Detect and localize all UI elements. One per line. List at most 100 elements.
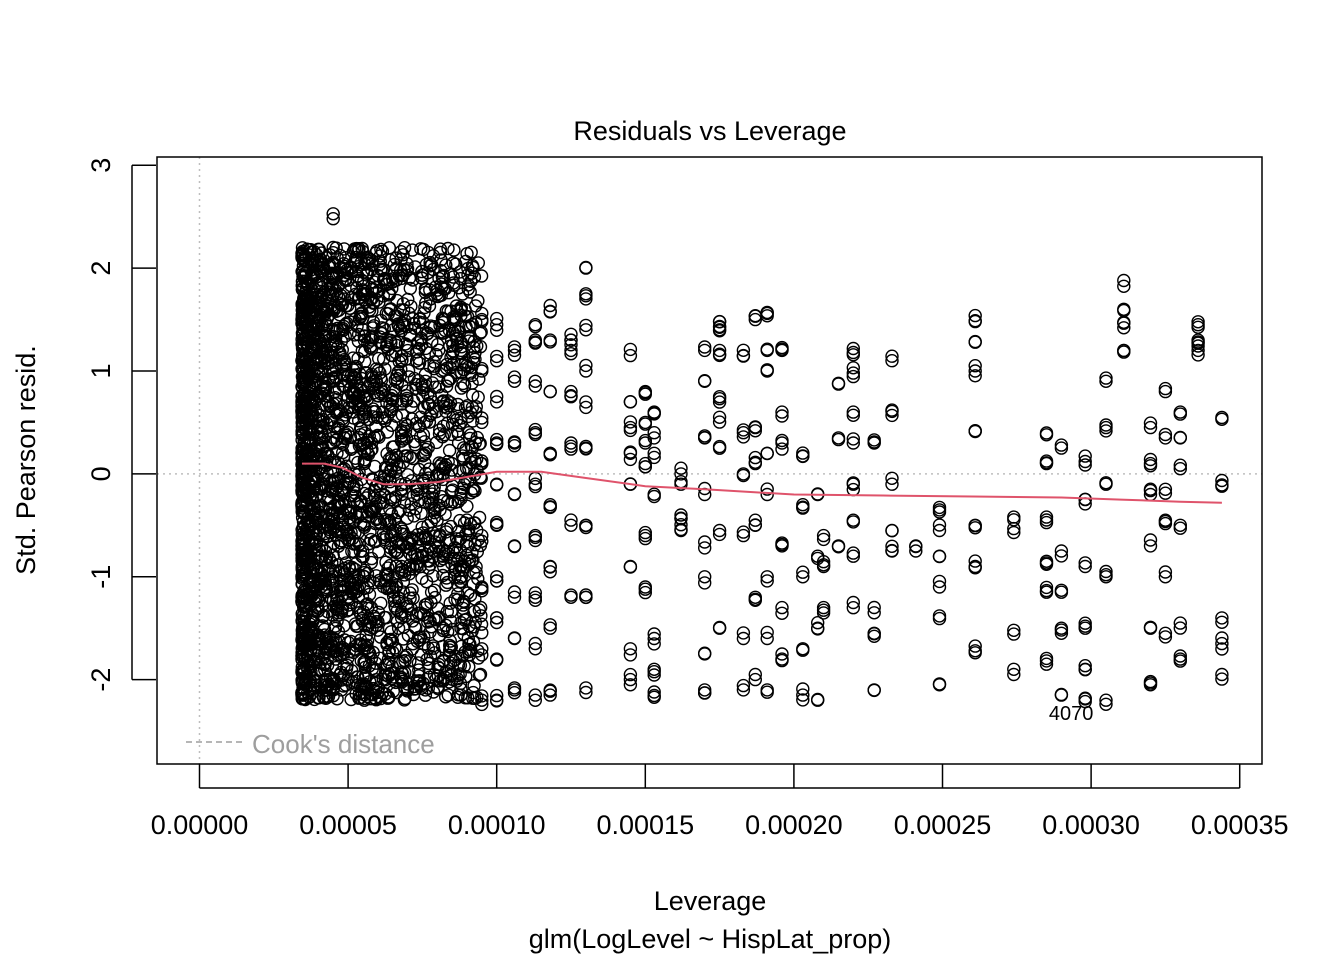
data-point xyxy=(326,207,340,221)
data-point xyxy=(816,558,831,572)
data-point xyxy=(1078,616,1092,630)
data-point xyxy=(760,625,774,640)
data-point xyxy=(313,307,327,322)
data-point xyxy=(326,636,340,650)
data-point xyxy=(775,442,789,456)
data-point xyxy=(1117,279,1131,293)
data-point xyxy=(421,681,435,695)
data-point xyxy=(464,274,478,288)
data-point xyxy=(401,364,416,378)
data-point xyxy=(295,312,309,327)
data-point xyxy=(357,565,372,580)
data-point xyxy=(420,327,434,341)
data-point xyxy=(579,323,593,337)
data-point xyxy=(347,586,361,600)
data-point xyxy=(454,569,469,584)
data-point xyxy=(357,455,372,469)
data-point xyxy=(543,565,557,579)
data-point xyxy=(811,622,825,636)
data-point xyxy=(393,321,407,335)
data-point xyxy=(475,642,489,656)
data-point xyxy=(490,389,504,404)
data-point xyxy=(297,286,312,301)
data-point xyxy=(367,381,381,396)
data-point xyxy=(380,573,394,587)
data-point xyxy=(415,472,429,486)
data-point xyxy=(394,429,409,443)
data-point xyxy=(475,528,489,543)
data-point xyxy=(299,374,313,388)
data-point xyxy=(321,357,335,371)
data-point xyxy=(775,409,789,423)
data-point xyxy=(388,543,403,558)
data-point xyxy=(303,324,317,338)
data-point xyxy=(365,262,379,277)
data-point xyxy=(426,639,440,653)
data-point xyxy=(475,581,489,595)
data-point xyxy=(352,414,366,428)
data-point xyxy=(579,260,593,275)
data-point xyxy=(932,574,947,589)
data-point xyxy=(379,340,394,354)
data-point xyxy=(712,395,727,409)
data-point xyxy=(312,542,327,557)
data-point xyxy=(579,685,593,700)
data-point xyxy=(433,470,447,484)
data-point xyxy=(1099,564,1113,579)
data-point xyxy=(433,423,447,437)
data-point xyxy=(543,621,557,635)
data-point xyxy=(748,672,762,687)
data-point xyxy=(748,424,762,438)
data-point xyxy=(295,565,310,579)
data-point xyxy=(507,340,522,354)
data-point xyxy=(1117,321,1131,335)
data-point xyxy=(357,389,372,403)
data-point xyxy=(748,518,762,532)
data-point xyxy=(1215,473,1229,488)
data-point xyxy=(1173,462,1188,476)
x-tick-label: 0.00010 xyxy=(448,810,546,840)
data-point xyxy=(909,544,923,558)
data-point xyxy=(1078,454,1092,469)
data-point xyxy=(415,337,429,352)
data-point xyxy=(326,430,340,445)
data-point xyxy=(379,567,393,581)
data-point xyxy=(461,261,475,276)
data-point xyxy=(394,487,409,502)
data-point xyxy=(295,469,310,484)
data-point xyxy=(543,560,557,574)
data-point xyxy=(796,682,810,696)
outlier-label: 4070 xyxy=(1049,703,1094,725)
data-point xyxy=(423,649,438,663)
y-axis-label: Std. Pearson resid. xyxy=(11,345,41,575)
data-point xyxy=(816,603,831,617)
data-point xyxy=(295,445,309,460)
data-point xyxy=(413,312,427,326)
data-point xyxy=(456,594,471,608)
data-point xyxy=(347,494,361,508)
data-point xyxy=(335,462,350,477)
data-point xyxy=(816,528,831,543)
data-point xyxy=(383,253,397,267)
data-point xyxy=(326,574,340,588)
data-point xyxy=(775,340,789,355)
data-point xyxy=(369,499,383,514)
data-point xyxy=(454,485,468,499)
data-point xyxy=(342,511,356,525)
data-point xyxy=(394,559,409,574)
data-point xyxy=(796,570,810,584)
data-point xyxy=(623,452,638,467)
data-point xyxy=(507,348,522,362)
data-point xyxy=(424,585,439,599)
data-point xyxy=(467,270,482,284)
data-point xyxy=(405,583,419,597)
data-point xyxy=(736,678,751,693)
data-point xyxy=(456,601,470,616)
data-point xyxy=(674,522,688,537)
data-point xyxy=(885,471,899,485)
data-point xyxy=(326,245,340,260)
data-point xyxy=(490,688,504,703)
data-point xyxy=(295,542,309,557)
data-point xyxy=(386,589,401,604)
data-point xyxy=(389,535,403,550)
